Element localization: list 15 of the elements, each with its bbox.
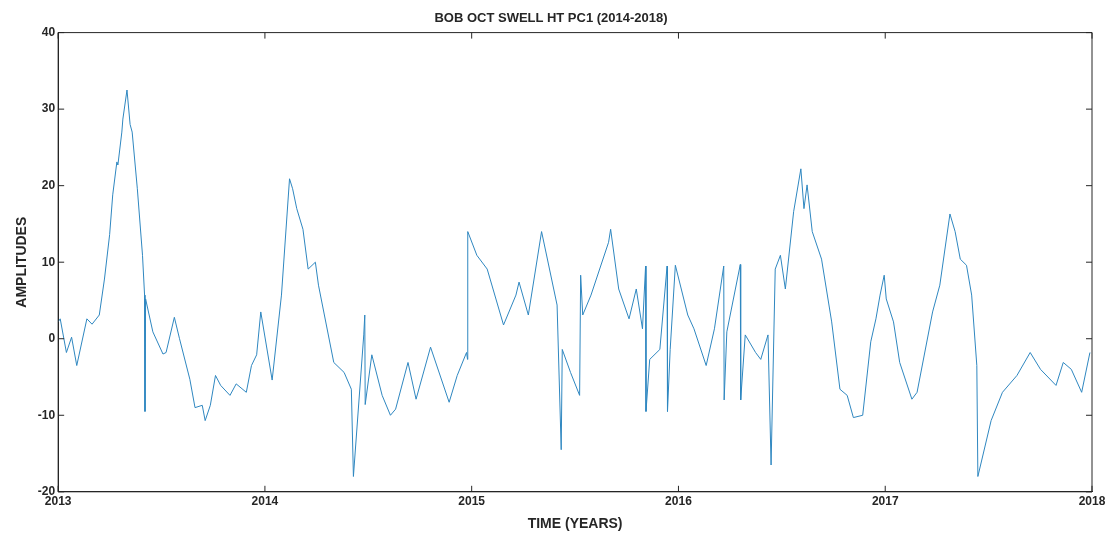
- y-tick-label: 20: [41, 177, 56, 192]
- y-tick-label: -10: [37, 407, 56, 422]
- x-tick-label: 2016: [665, 494, 693, 509]
- y-axis-title: AMPLITUDES: [13, 216, 30, 308]
- x-tick-label: 2015: [458, 494, 486, 509]
- x-tick-label: 2014: [251, 494, 279, 509]
- x-tick-label: 2017: [871, 494, 899, 509]
- x-axis-title: TIME (YEARS): [527, 515, 623, 532]
- y-tick-label: 30: [41, 101, 56, 116]
- x-tick-label: 2018: [1078, 494, 1106, 509]
- chart-title: BOB OCT SWELL HT PC1 (2014-2018): [434, 10, 668, 26]
- y-tick-label: 40: [41, 24, 56, 39]
- y-tick-label: 10: [41, 254, 56, 269]
- x-tick-label: 2013: [44, 494, 72, 509]
- y-tick-label: 0: [48, 331, 56, 346]
